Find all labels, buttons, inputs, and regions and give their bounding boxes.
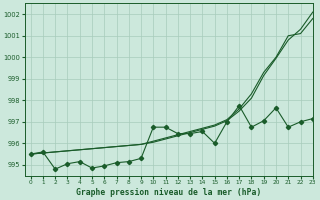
X-axis label: Graphe pression niveau de la mer (hPa): Graphe pression niveau de la mer (hPa)	[76, 188, 261, 197]
